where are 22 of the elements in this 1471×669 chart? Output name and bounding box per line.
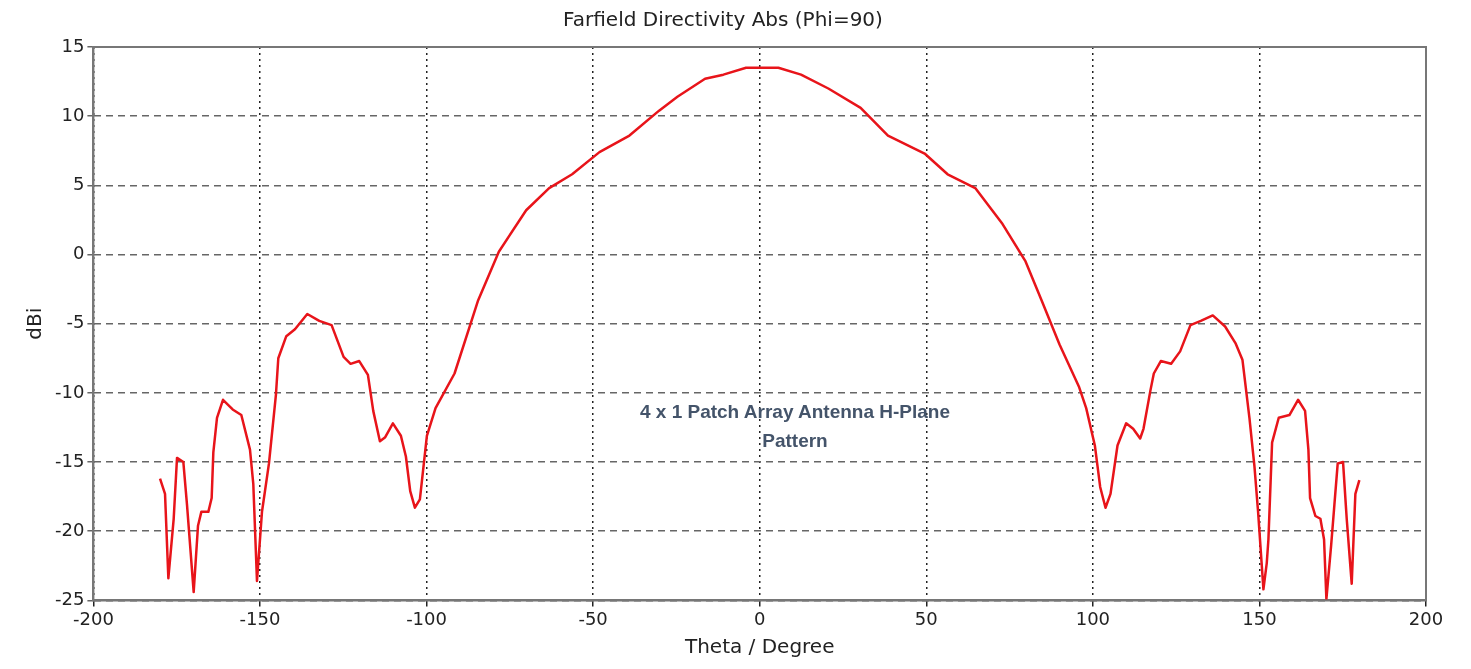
y-tick-label: 15 — [61, 34, 85, 56]
y-tick-label: 0 — [72, 242, 85, 264]
y-axis-title: dBi — [22, 307, 47, 340]
x-tick-label: 100 — [1075, 607, 1111, 629]
annotation: 4 x 1 Patch Array Antenna H-Plane Pattern — [638, 400, 952, 453]
y-tick-label: -5 — [66, 311, 85, 333]
x-tick-label: -50 — [578, 607, 608, 629]
x-tick-label: 200 — [1408, 607, 1444, 629]
y-tick-label: -15 — [54, 449, 85, 471]
x-tick-label: -150 — [239, 607, 281, 629]
chart-title: Farfield Directivity Abs (Phi=90) — [563, 7, 883, 32]
y-tick-label: -20 — [54, 518, 85, 540]
x-tick-label: 50 — [914, 607, 938, 629]
y-tick-label: 5 — [72, 173, 85, 195]
y-tick-label: 10 — [61, 103, 85, 125]
x-tick-label: 0 — [753, 607, 766, 629]
y-tick-label: -10 — [54, 380, 85, 402]
x-tick-label: -100 — [406, 607, 447, 629]
y-tick-label: -25 — [54, 588, 85, 610]
x-tick-label: -200 — [72, 607, 114, 629]
x-axis-title: Theta / Degree — [683, 634, 835, 659]
x-tick-label: 150 — [1242, 607, 1277, 629]
